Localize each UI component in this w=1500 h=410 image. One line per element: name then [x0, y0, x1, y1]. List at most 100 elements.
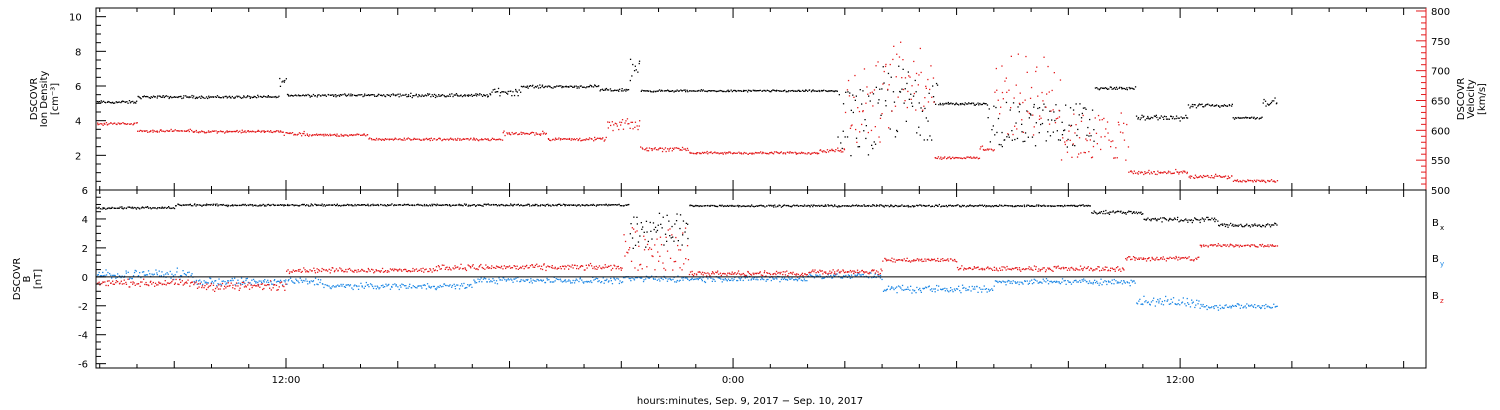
- density-point: [845, 91, 847, 93]
- bz-point: [713, 273, 715, 275]
- by-point: [747, 279, 750, 281]
- velocity-point: [571, 138, 573, 140]
- density-point: [132, 100, 134, 103]
- bx-point: [845, 205, 848, 207]
- density-point: [428, 93, 431, 95]
- by-point: [800, 279, 802, 281]
- velocity-point: [313, 134, 316, 136]
- bx-point: [995, 205, 997, 207]
- by-point: [291, 280, 293, 282]
- velocity-point: [1256, 179, 1258, 181]
- bz-point: [613, 264, 615, 266]
- bz-point: [296, 270, 298, 272]
- by-point: [404, 285, 406, 287]
- bz-point: [476, 268, 478, 270]
- by-point: [719, 277, 721, 279]
- density-point: [1027, 136, 1029, 138]
- velocity-point: [277, 130, 280, 132]
- by-point: [283, 280, 285, 282]
- bz-point: [669, 228, 671, 230]
- bx-point: [1020, 205, 1022, 207]
- by-point: [1089, 282, 1091, 284]
- bz-point: [243, 286, 246, 288]
- by-point: [1159, 298, 1161, 300]
- by-point: [191, 273, 193, 275]
- density-point: [595, 85, 598, 88]
- by-point: [508, 279, 510, 281]
- density-point: [1238, 117, 1240, 119]
- density-point: [1259, 117, 1261, 119]
- velocity-point: [907, 90, 909, 93]
- by-point: [983, 285, 985, 287]
- by-point: [688, 279, 690, 282]
- bx-point: [949, 204, 951, 206]
- bx-point: [149, 207, 151, 209]
- bz-point: [263, 287, 265, 290]
- velocity-point: [1252, 181, 1254, 183]
- bx-point: [734, 205, 736, 207]
- bx-point: [628, 203, 630, 206]
- density-point: [850, 155, 852, 157]
- by-point: [619, 280, 621, 282]
- by-point: [985, 288, 988, 290]
- density-point: [243, 95, 245, 97]
- bx-point: [701, 205, 703, 207]
- bz-point: [139, 285, 141, 287]
- density-point: [126, 101, 128, 103]
- bz-point: [115, 280, 118, 282]
- by-point: [353, 285, 355, 287]
- density-point: [629, 58, 632, 60]
- by-point: [1211, 306, 1213, 308]
- by-point: [682, 279, 684, 281]
- by-point: [798, 278, 800, 280]
- density-point: [715, 90, 718, 93]
- velocity-point: [371, 139, 373, 141]
- bx-point: [273, 204, 276, 207]
- by-point: [925, 287, 928, 289]
- by-point: [555, 278, 557, 280]
- bz-point: [424, 269, 426, 271]
- bx-point: [1064, 205, 1066, 207]
- density-point: [954, 103, 957, 105]
- bz-point: [134, 284, 136, 286]
- bz-point: [392, 268, 394, 270]
- density-point: [526, 85, 528, 87]
- by-point: [1118, 282, 1120, 284]
- velocity-point: [1240, 180, 1242, 183]
- by-point: [606, 278, 608, 280]
- bz-point: [154, 282, 157, 284]
- bx-point: [660, 223, 662, 225]
- velocity-point: [710, 151, 712, 153]
- by-point: [200, 281, 202, 283]
- bz-point: [161, 283, 163, 286]
- bx-point: [165, 207, 168, 209]
- velocity-point: [336, 133, 338, 135]
- bx-point: [1044, 205, 1046, 207]
- by-point: [950, 287, 952, 289]
- bz-point: [105, 284, 107, 287]
- bz-point: [712, 272, 714, 274]
- bz-point: [665, 236, 667, 238]
- bz-point: [235, 282, 238, 284]
- velocity-point: [538, 133, 541, 135]
- bx-point: [950, 205, 953, 207]
- bx-point: [345, 204, 347, 206]
- bz-point: [457, 266, 459, 268]
- velocity-point: [318, 133, 320, 136]
- by-point: [1081, 279, 1083, 281]
- bx-point: [827, 204, 829, 206]
- density-point: [152, 95, 155, 97]
- bx-point: [818, 204, 820, 207]
- by-point: [934, 288, 936, 290]
- bx-point: [520, 204, 522, 206]
- by-point: [1031, 283, 1034, 285]
- velocity-point: [1128, 171, 1130, 173]
- by-point: [1027, 283, 1029, 285]
- by-point: [293, 282, 295, 284]
- velocity-point: [766, 152, 768, 155]
- bz-point: [378, 270, 381, 272]
- by-point: [339, 285, 341, 287]
- by-point: [264, 279, 266, 281]
- by-point: [559, 278, 562, 280]
- bz-point: [99, 284, 101, 286]
